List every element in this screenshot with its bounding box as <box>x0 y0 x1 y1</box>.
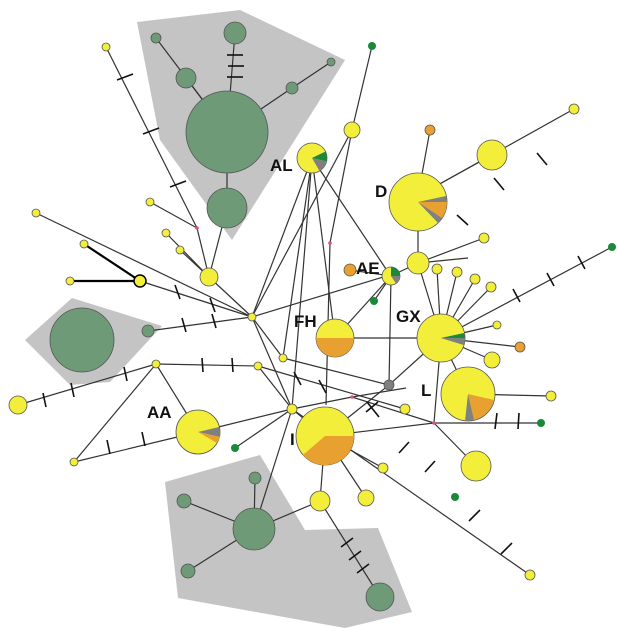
cluster-node <box>141 324 155 338</box>
green-node <box>370 297 378 305</box>
cluster-node <box>180 563 196 579</box>
yellow-node <box>343 121 361 139</box>
cluster-node <box>248 471 262 485</box>
pie-haplotypes <box>175 142 496 466</box>
cluster-node <box>326 57 336 67</box>
cluster-region-bottom <box>165 455 412 628</box>
median-vector <box>432 421 436 425</box>
label-AL: AL <box>270 156 293 175</box>
label-GX: GX <box>396 307 421 326</box>
yellow-node <box>69 457 79 467</box>
median-vector <box>195 226 199 230</box>
label-AA: AA <box>147 403 172 422</box>
cluster-node <box>206 187 248 229</box>
pie-AA <box>175 409 221 455</box>
yellow-node <box>175 245 185 255</box>
median-vector <box>350 395 354 399</box>
pie-I <box>295 406 355 466</box>
label-FH: FH <box>294 312 317 331</box>
yellow-node <box>485 281 497 293</box>
pie-AL <box>296 142 328 174</box>
cluster-node <box>176 493 192 509</box>
label-I: I <box>290 430 295 449</box>
pie-D <box>388 172 448 232</box>
yellow-node <box>31 208 41 218</box>
cluster-node <box>185 90 269 174</box>
yellow-node <box>161 228 171 238</box>
green-node <box>451 493 459 501</box>
yellow-node <box>286 403 298 415</box>
yellow-node <box>247 312 257 322</box>
label-AE: AE <box>356 259 380 278</box>
yellow-node <box>278 353 288 363</box>
yellow-node <box>476 139 508 171</box>
label-L: L <box>421 381 431 400</box>
pie-GX <box>416 313 466 363</box>
pie-AE <box>381 266 401 286</box>
label-D: D <box>375 182 387 201</box>
gray-node <box>383 379 395 391</box>
yellow-node <box>451 266 463 278</box>
pie-FH <box>315 318 355 358</box>
yellow-node <box>524 569 536 581</box>
yellow-node <box>357 489 375 507</box>
yellow-node <box>101 42 111 52</box>
yellow-node <box>309 490 331 512</box>
green-node <box>368 42 376 50</box>
yellow-node <box>431 263 443 275</box>
cluster-node <box>232 507 276 551</box>
yellow-node <box>478 232 490 244</box>
cluster-node <box>49 307 115 373</box>
yellow-node <box>568 103 580 115</box>
yellow-node <box>406 251 430 275</box>
yellow-node <box>145 197 155 207</box>
orange-node <box>514 341 526 353</box>
yellow-node <box>469 273 481 285</box>
yellow-node <box>460 450 492 482</box>
green-node <box>231 444 239 452</box>
yellow-node <box>399 403 411 415</box>
cluster-node <box>175 67 197 89</box>
cluster-node <box>150 32 162 44</box>
nodes <box>8 21 616 612</box>
yellow-node <box>545 390 557 402</box>
yellow-node <box>483 351 501 369</box>
cluster-node <box>223 21 247 45</box>
orange-node <box>424 124 436 136</box>
yellow-node-highlighted <box>133 274 147 288</box>
cluster-node <box>365 582 395 612</box>
mutation-ticks <box>42 54 586 574</box>
yellow-node <box>8 395 28 415</box>
yellow-node <box>253 361 263 371</box>
yellow-node <box>151 359 161 369</box>
pie-L <box>440 366 496 422</box>
yellow-node <box>79 239 89 249</box>
green-node <box>608 243 616 251</box>
yellow-node <box>65 276 75 286</box>
median-vector <box>328 241 332 245</box>
yellow-node <box>492 320 502 330</box>
yellow-node <box>199 267 219 287</box>
orange-node <box>343 263 357 277</box>
cluster-node <box>285 81 299 95</box>
haplotype-labels: AL D AE FH GX AA L I <box>147 156 431 449</box>
green-node <box>537 419 545 427</box>
yellow-node <box>377 462 389 474</box>
